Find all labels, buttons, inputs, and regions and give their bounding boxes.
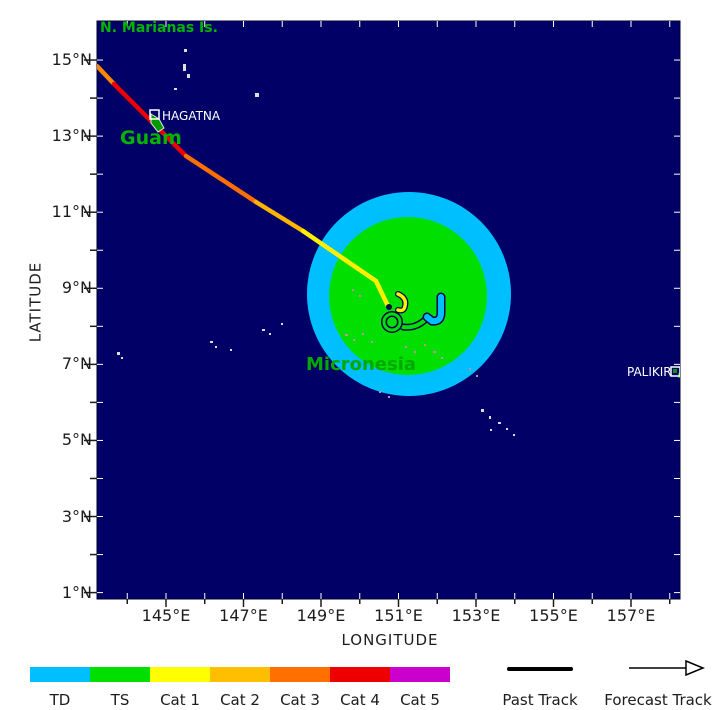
label-hagatna: HAGATNA xyxy=(162,109,221,123)
label-guam: Guam xyxy=(120,127,182,149)
legend-label: Cat 4 xyxy=(340,691,380,709)
track-segment-cat2 xyxy=(253,199,306,234)
inner-tick-marks xyxy=(97,21,680,599)
forecast-track-symbol xyxy=(629,659,705,677)
palikir-marker xyxy=(670,366,680,378)
legend-label: Cat 2 xyxy=(220,691,260,709)
cat1-track-curl xyxy=(395,291,409,314)
outer-tick-marks xyxy=(84,59,671,607)
legend-color-bar xyxy=(30,667,450,682)
past-track xyxy=(97,63,391,309)
legend-swatch-cat5 xyxy=(390,667,450,682)
island-specks xyxy=(117,49,515,436)
legend-swatch-cat3 xyxy=(270,667,330,682)
atoll-specks xyxy=(345,289,478,398)
legend-swatch-ts xyxy=(90,667,150,682)
current-position-marker xyxy=(386,304,392,310)
y-tick-label: 3°N xyxy=(61,506,92,526)
past-track-label: Past Track xyxy=(502,691,578,709)
x-tick-label: 145°E xyxy=(141,606,191,625)
legend-swatch-cat1 xyxy=(150,667,210,682)
forecast-arrowhead-icon xyxy=(685,659,705,677)
track-segment-cat3 xyxy=(97,63,117,87)
legend-swatch-cat4 xyxy=(330,667,390,682)
legend-swatch-cat2 xyxy=(210,667,270,682)
legend-label: Cat 3 xyxy=(280,691,320,709)
hagatna-marker xyxy=(149,109,160,120)
legend-label: Cat 5 xyxy=(400,691,440,709)
track-segment-cat1 xyxy=(300,228,391,309)
y-tick-label: 1°N xyxy=(61,582,92,602)
x-tick-label: 155°E xyxy=(529,606,578,625)
legend-swatch-td xyxy=(30,667,90,682)
legend-label: TD xyxy=(49,691,71,709)
legend-label: Cat 1 xyxy=(160,691,200,709)
x-tick-label: 147°E xyxy=(219,606,268,625)
legend-label: TS xyxy=(110,691,130,709)
track-segment-cat3 xyxy=(183,153,259,205)
y-tick-label: 15°N xyxy=(51,50,92,70)
forecast-track-label: Forecast Track xyxy=(604,691,712,709)
y-tick-label: 13°N xyxy=(51,126,92,146)
y-axis-title: LATITUDE xyxy=(26,261,45,343)
td-track-segment xyxy=(422,292,446,326)
ts-wind-radius-circle xyxy=(329,217,487,375)
y-tick-label: 5°N xyxy=(61,430,92,450)
y-tick-label: 9°N xyxy=(61,278,92,298)
label-n-marianas: N. Marianas Is. xyxy=(100,20,218,36)
x-axis-title: LONGITUDE xyxy=(341,631,439,649)
y-tick-label: 11°N xyxy=(51,202,92,222)
x-tick-label: 153°E xyxy=(451,606,501,625)
y-tick-label: 7°N xyxy=(61,354,92,374)
label-micronesia: Micronesia xyxy=(306,354,417,375)
label-palikir: PALIKIR xyxy=(627,365,672,379)
track-segment-cat4 xyxy=(111,81,189,159)
x-tick-label: 149°E xyxy=(296,606,346,625)
x-tick-label: 157°E xyxy=(606,606,656,625)
x-tick-label: 151°E xyxy=(374,606,423,625)
